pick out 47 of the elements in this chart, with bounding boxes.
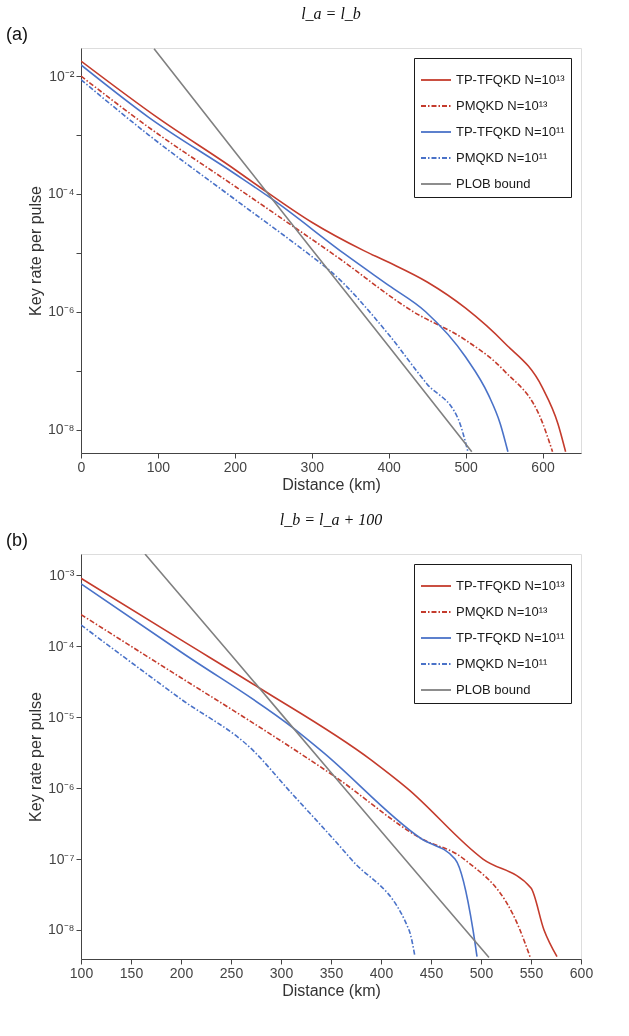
legend-label: PLOB bound	[456, 682, 531, 697]
y-tick-label: 10⁻⁷	[48, 850, 75, 867]
legend-label: PMQKD N=10¹³	[456, 604, 549, 619]
y-tick-label: 10⁻⁵	[48, 708, 75, 725]
x-tick-label: 300	[300, 458, 325, 475]
x-tick-label: 450	[419, 964, 444, 981]
x-axis-title: Distance (km)	[282, 475, 381, 493]
x-tick-label: 500	[454, 458, 479, 475]
legend-label: TP-TFQKD N=10¹¹	[456, 630, 566, 645]
x-tick-label: 300	[269, 964, 294, 981]
x-tick-label: 0	[77, 458, 86, 475]
legend-label: TP-TFQKD N=10¹³	[456, 72, 566, 87]
x-tick-label: 600	[531, 458, 555, 475]
x-tick-label: 250	[219, 964, 244, 981]
y-axis-title: Key rate per pulse	[26, 185, 44, 316]
x-tick-label: 400	[369, 964, 394, 981]
x-tick-label: 200	[169, 964, 194, 981]
x-tick-label: 150	[119, 964, 144, 981]
x-tick-label: 500	[469, 964, 494, 981]
text: (a)	[6, 24, 28, 44]
text: (b)	[6, 530, 28, 550]
legend-label: PLOB bound	[456, 176, 531, 191]
x-tick-label: 350	[319, 964, 344, 981]
y-axis-title: Key rate per pulse	[26, 691, 44, 822]
y-tick-label: 10⁻⁴	[47, 185, 75, 202]
legend-label: TP-TFQKD N=10¹¹	[456, 124, 566, 139]
y-tick-label: 10⁻³	[49, 566, 75, 583]
y-tick-label: 10⁻⁶	[48, 303, 75, 320]
chart-title: l_a = l_b	[301, 5, 361, 22]
x-axis-title: Distance (km)	[282, 981, 381, 999]
x-tick-label: 100	[69, 964, 94, 981]
legend-label: TP-TFQKD N=10¹³	[456, 578, 566, 593]
y-tick-label: 10⁻⁴	[47, 637, 75, 654]
legend-label: PMQKD N=10¹¹	[456, 150, 549, 165]
x-tick-label: 200	[223, 458, 248, 475]
line-series	[81, 624, 416, 958]
x-tick-label: 100	[146, 458, 171, 475]
y-tick-label: 10⁻⁶	[48, 779, 75, 796]
x-tick-label: 400	[377, 458, 402, 475]
x-tick-label: 600	[569, 964, 594, 981]
legend-label: PMQKD N=10¹³	[456, 98, 549, 113]
x-tick-label: 550	[519, 964, 544, 981]
y-tick-label: 10⁻⁸	[48, 421, 75, 438]
chart-title: l_b = l_a + 100	[279, 511, 383, 528]
legend-label: PMQKD N=10¹¹	[456, 656, 549, 671]
y-tick-label: 10⁻⁸	[48, 921, 75, 938]
y-tick-label: 10⁻²	[49, 67, 75, 84]
